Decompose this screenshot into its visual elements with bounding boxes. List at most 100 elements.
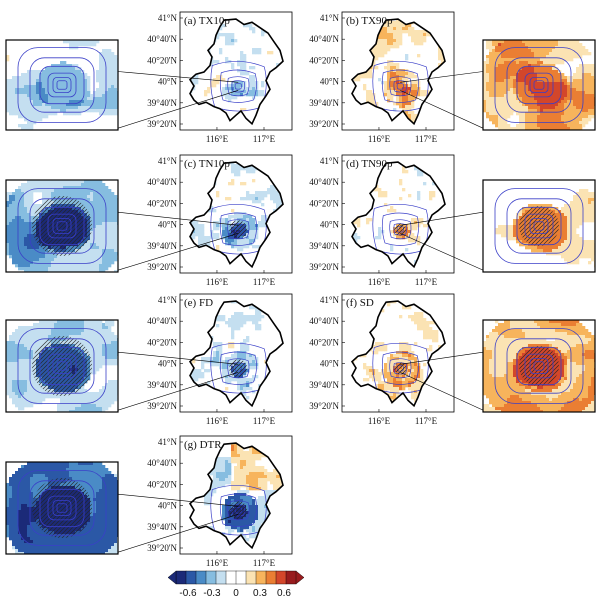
boundary-outline <box>350 18 446 126</box>
zoom-inset-b <box>482 39 596 131</box>
lat-tick-label: 39°40'N <box>309 380 339 390</box>
map-panel-f: (f) SD 41°N 40°40'N 40°20'N 40°N 39°40'N 39°20… <box>309 293 596 426</box>
lat-tick-label: 39°40'N <box>147 522 177 532</box>
lat-tick-label: 40°N <box>320 77 340 87</box>
colorbar-tick-label: 0.3 <box>253 588 267 599</box>
significance-hatching <box>394 223 407 236</box>
colorbar-swatch <box>185 570 197 585</box>
zoom-leader-line <box>117 493 239 507</box>
panel-title: (b) TX90p <box>346 15 393 27</box>
colorbar-extend-high <box>295 570 305 585</box>
urban-contour <box>219 69 257 103</box>
colorbar: -0.6 -0.3 0 0.3 0.6 <box>167 570 305 599</box>
lon-tick-label: 116°E <box>368 277 391 287</box>
zoom-inset-f <box>482 319 596 413</box>
colorbar-swatch <box>255 570 267 585</box>
map-frame <box>179 11 293 131</box>
lat-tick-label: 41°N <box>158 295 178 305</box>
boundary-outline <box>188 18 284 126</box>
lat-tick-label: 40°N <box>158 501 178 511</box>
lon-tick-label: 116°E <box>206 134 229 144</box>
zoom-leader-line <box>117 71 239 83</box>
colorbar-tick-label: -0.6 <box>179 588 197 599</box>
colorbar-swatch <box>195 570 207 585</box>
zoom-inset-d <box>482 179 596 273</box>
zoom-leader-line <box>117 514 239 553</box>
lon-tick-label: 117°E <box>253 416 276 426</box>
panel-title: (g) DTR <box>184 439 222 451</box>
urban-contour <box>393 80 408 93</box>
lon-tick-label: 116°E <box>368 134 391 144</box>
lat-tick-label: 39°40'N <box>147 241 177 251</box>
urban-contour <box>227 219 250 240</box>
lat-tick-label: 39°20'N <box>147 119 177 129</box>
map-panel-b: (b) TX90p 41°N 40°40'N 40°20'N 40°N 39°40'N 39… <box>309 11 596 144</box>
lon-tick-label: 117°E <box>415 277 438 287</box>
lat-tick-label: 40°40'N <box>147 316 177 326</box>
panel-title: (e) FD <box>184 297 213 309</box>
urban-contour <box>381 69 419 103</box>
lat-tick-label: 41°N <box>320 295 340 305</box>
urban-contour <box>396 83 404 90</box>
zoom-leader-line <box>400 71 484 83</box>
lat-tick-label: 39°20'N <box>309 262 339 272</box>
urban-contour <box>393 362 408 375</box>
lat-tick-label: 39°40'N <box>309 98 339 108</box>
significance-hatching <box>229 501 248 520</box>
lat-tick-label: 40°40'N <box>309 34 339 44</box>
lat-tick-label: 40°20'N <box>309 55 339 65</box>
zoom-inset-c <box>5 179 119 273</box>
map-panel-a: (a) TX10p 41°N 40°40'N 40°20'N 40°N 39°40'N 39… <box>5 11 293 144</box>
zoom-leader-line <box>400 351 484 365</box>
colorbar-swatch <box>225 570 237 585</box>
colorbar-swatch <box>285 570 297 585</box>
lon-tick-label: 117°E <box>253 558 276 568</box>
lat-tick-label: 40°20'N <box>147 198 177 208</box>
lat-tick-label: 39°20'N <box>309 119 339 129</box>
lat-tick-label: 40°40'N <box>147 458 177 468</box>
map-frame <box>341 154 455 274</box>
zoom-leader-line <box>117 211 239 226</box>
colorbar-swatch <box>215 570 227 585</box>
lat-tick-label: 40°20'N <box>147 479 177 489</box>
zoom-leader-line <box>117 372 239 411</box>
boundary-outline <box>188 300 284 408</box>
zoom-leader-line <box>117 233 239 271</box>
lat-tick-label: 40°N <box>158 77 178 87</box>
colorbar-swatch <box>205 570 217 585</box>
colorbar-swatch <box>175 570 187 585</box>
lon-tick-label: 116°E <box>206 277 229 287</box>
urban-contour <box>227 500 250 521</box>
urban-contour <box>234 83 242 90</box>
colorbar-swatch <box>265 570 277 585</box>
map-panel-e: (e) FD 41°N 40°40'N 40°20'N 40°N 39°40'N 39°20… <box>5 293 293 426</box>
zoom-inset-e <box>5 319 119 413</box>
colorbar-extend-low <box>167 570 177 585</box>
urban-contour <box>219 351 257 385</box>
zoom-inset-g <box>5 461 119 555</box>
lat-tick-label: 41°N <box>158 156 178 166</box>
significance-hatching <box>229 359 248 378</box>
lat-tick-label: 40°40'N <box>309 316 339 326</box>
urban-contour <box>381 351 419 385</box>
zoom-leader-line <box>117 90 239 129</box>
lat-tick-label: 40°N <box>320 359 340 369</box>
colorbar-swatch <box>275 570 287 585</box>
lon-tick-label: 116°E <box>206 416 229 426</box>
panel-title: (c) TN10p <box>184 158 230 170</box>
lat-tick-label: 40°20'N <box>147 337 177 347</box>
lat-tick-label: 41°N <box>158 437 178 447</box>
boundary-outline <box>350 161 446 269</box>
urban-contour <box>227 358 250 379</box>
zoom-leader-line <box>400 211 484 226</box>
lat-tick-label: 39°20'N <box>147 262 177 272</box>
significance-hatching <box>394 362 407 375</box>
boundary-outline <box>188 442 284 550</box>
panel-title: (a) TX10p <box>184 15 230 27</box>
lon-tick-label: 116°E <box>206 558 229 568</box>
urban-contour <box>219 493 257 527</box>
lat-tick-label: 41°N <box>158 13 178 23</box>
colorbar-tick-label: -0.3 <box>203 588 221 599</box>
map-panel-c: (c) TN10p 41°N 40°40'N 40°20'N 40°N 39°40'N 39… <box>5 154 293 287</box>
